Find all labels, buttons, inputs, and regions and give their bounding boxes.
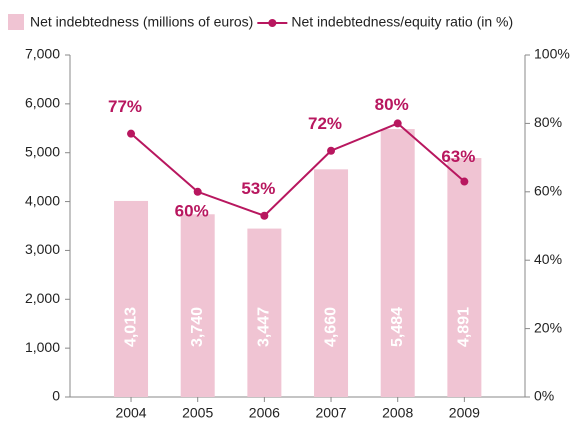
legend-label: Net indebtedness (millions of euros) — [30, 14, 253, 30]
bar — [247, 228, 282, 397]
line-value-label: 53% — [241, 179, 275, 198]
bar-value-label: 5,484 — [389, 307, 406, 347]
x-tick-label: 2008 — [382, 405, 413, 421]
line-value-label: 72% — [308, 114, 342, 133]
y2-tick-label: 100% — [534, 46, 570, 62]
x-tick-label: 2009 — [449, 405, 480, 421]
line-point — [393, 119, 402, 128]
bar-value-label: 4,013 — [122, 307, 139, 347]
bar-value-label: 3,447 — [256, 307, 273, 347]
legend-label: Net indebtedness/equity ratio (in %) — [291, 14, 513, 30]
y2-tick-label: 20% — [534, 319, 562, 335]
line-value-label: 63% — [441, 147, 475, 166]
y-tick-label: 5,000 — [25, 143, 60, 159]
x-tick-label: 2006 — [249, 405, 280, 421]
y-tick-label: 1,000 — [25, 339, 60, 355]
bar-value-label: 4,660 — [322, 307, 339, 347]
x-tick-label: 2005 — [182, 405, 213, 421]
bar — [380, 129, 415, 397]
y-tick-label: 4,000 — [25, 192, 60, 208]
line-value-label: 77% — [108, 97, 142, 116]
line-point — [260, 211, 269, 220]
line-point — [127, 129, 136, 138]
bar-value-label: 4,891 — [456, 307, 473, 347]
y-tick-label: 3,000 — [25, 241, 60, 257]
y-tick-label: 6,000 — [25, 95, 60, 111]
line — [130, 122, 466, 217]
legend-marker — [268, 19, 277, 27]
legend-swatch — [8, 14, 24, 30]
y-tick-label: 0 — [52, 388, 60, 404]
y2-tick-label: 40% — [534, 251, 562, 267]
y2-tick-label: 60% — [534, 183, 562, 199]
line-point — [327, 146, 336, 155]
x-tick-label: 2007 — [315, 405, 346, 421]
bar-value-label: 3,740 — [189, 307, 206, 347]
line-value-label: 80% — [375, 95, 409, 114]
y-tick-label: 7,000 — [25, 46, 60, 62]
bar — [447, 158, 482, 397]
bar — [314, 169, 349, 397]
y-tick-label: 2,000 — [25, 290, 60, 306]
line-point — [193, 187, 202, 196]
bar — [180, 214, 215, 397]
x-tick-label: 2004 — [115, 405, 146, 421]
y2-tick-label: 80% — [534, 114, 562, 130]
y2-tick-label: 0% — [534, 388, 554, 404]
line-value-label: 60% — [175, 201, 209, 220]
bar — [114, 200, 149, 397]
line-point — [460, 177, 469, 186]
